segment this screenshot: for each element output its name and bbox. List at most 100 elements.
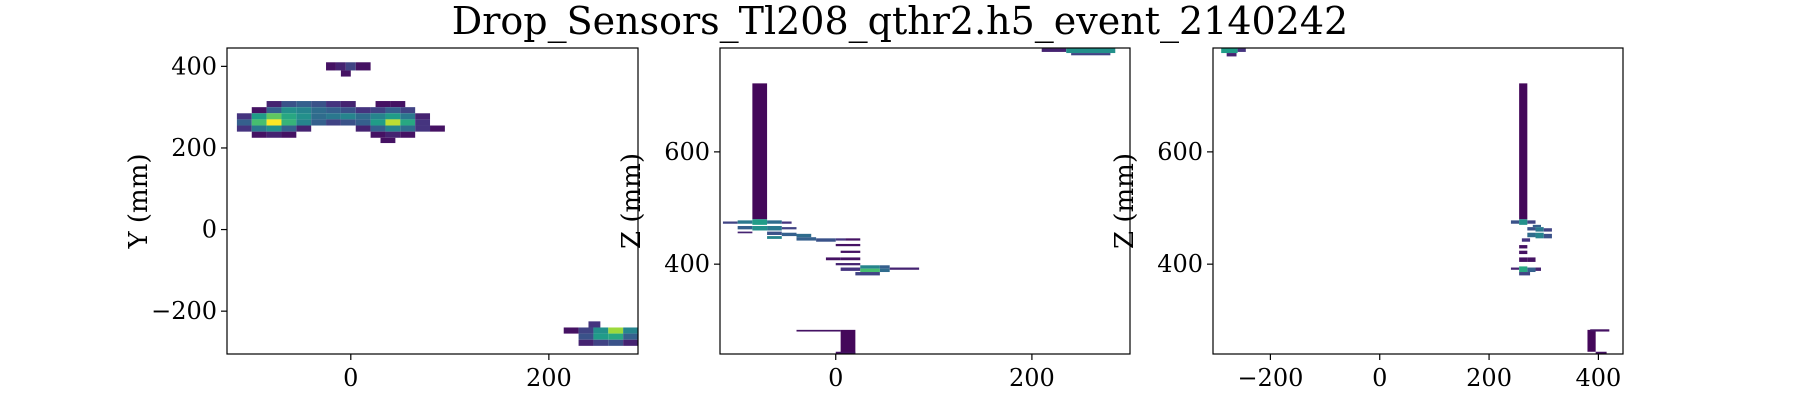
heatmap-cell	[385, 107, 401, 114]
heatmap-cell	[593, 333, 609, 340]
heatmap-cell	[281, 113, 297, 120]
heatmap-cell	[752, 219, 768, 225]
heatmap-cell	[400, 131, 416, 138]
heatmap-cell	[266, 119, 282, 126]
heatmap-cell	[251, 113, 267, 120]
subplot-3: −200 0 200 400 400 600 Z (mm)	[1110, 47, 1624, 392]
heatmap-cell	[281, 125, 297, 132]
heatmap-cell	[400, 113, 416, 120]
heatmap-cell	[578, 333, 594, 340]
heatmap-cell	[370, 119, 386, 126]
heatmap-cell	[879, 265, 890, 269]
heatmap-cell	[296, 125, 312, 132]
heatmap-cell	[825, 257, 841, 261]
heatmap-cell	[781, 221, 792, 224]
heatmap-cell	[236, 113, 252, 120]
heatmap-cell	[608, 339, 624, 346]
heatmap-cell	[296, 101, 312, 108]
heatmap-cell	[400, 125, 416, 132]
heatmap-cell	[737, 225, 753, 230]
heatmap-cell	[563, 327, 579, 334]
heatmap-cell	[1535, 227, 1544, 232]
heatmap-cell	[1041, 48, 1067, 52]
heatmap-cell	[1519, 250, 1528, 255]
heatmap-cell	[355, 113, 371, 120]
heatmap-cell	[340, 107, 356, 114]
heatmap-cell	[1527, 257, 1536, 262]
heatmap-cell	[796, 233, 812, 238]
heatmap-cell	[835, 351, 856, 354]
y-axis-label: Y (mm)	[124, 153, 154, 249]
plot-frame	[226, 47, 639, 355]
heatmap-cell	[266, 107, 282, 114]
heatmap-cell	[266, 131, 282, 138]
heatmap-cell	[370, 113, 386, 120]
heatmap-cell	[796, 237, 817, 241]
heatmap-cell	[430, 125, 445, 132]
heatmap-cell	[1543, 233, 1552, 239]
heatmap-cell	[340, 70, 351, 77]
heatmap-cell	[1590, 329, 1610, 332]
heatmap-cell	[345, 62, 356, 71]
x-tick-label: −200	[1237, 364, 1303, 392]
heatmap-cell	[251, 131, 267, 138]
heatmap-cell	[340, 101, 356, 108]
heatmap-cell	[1527, 267, 1536, 273]
heatmap-cell	[311, 101, 327, 108]
heatmap-cell	[1595, 351, 1607, 354]
heatmap-cell	[281, 131, 297, 138]
heatmap-cell	[281, 107, 297, 114]
heatmap-cell	[355, 62, 371, 71]
heatmap-cell	[385, 113, 401, 120]
heatmap-cell	[1519, 257, 1528, 262]
heatmap-cell	[840, 267, 861, 271]
heatmap-cell	[767, 231, 782, 235]
heatmap-cell	[578, 327, 594, 334]
heatmap-cell	[752, 83, 768, 220]
heatmap-cell	[326, 62, 336, 71]
heatmap-cell	[281, 101, 297, 108]
figure-title: Drop_Sensors_Tl208_qthr2.h5_event_214024…	[452, 0, 1348, 44]
heatmap-cell	[796, 329, 841, 332]
y-tick-label: 400	[664, 250, 710, 278]
heatmap-cell	[1237, 48, 1246, 52]
heatmap-cell	[326, 107, 341, 114]
heatmap-cell	[296, 113, 312, 120]
heatmap-cell	[1066, 48, 1116, 54]
heatmap-cell	[340, 119, 356, 126]
subplot-1: 0 200 −200 0 200 400 Y (mm)	[124, 47, 639, 392]
heatmap-cell	[835, 243, 861, 247]
y-tick-label: 0	[202, 216, 217, 244]
heatmap-cell	[296, 119, 312, 126]
heatmap-cell	[1527, 232, 1536, 238]
heatmap-cell	[1519, 245, 1528, 249]
heatmap-cell	[781, 227, 797, 230]
heatmap-cell	[816, 238, 836, 242]
heatmap-cell	[781, 232, 797, 237]
heatmap-cell	[400, 119, 416, 126]
heatmap-cell	[370, 107, 386, 114]
heatmap-cell	[355, 107, 371, 114]
subplot-2: 0 200 400 600 Z (mm)	[617, 47, 1131, 392]
heatmap-cell	[578, 339, 594, 346]
heatmap-cell	[385, 131, 401, 138]
heatmap-cell	[835, 238, 846, 241]
heatmap-cell	[1532, 224, 1541, 228]
heatmap-cell	[835, 263, 861, 266]
heatmap-cell	[415, 125, 431, 132]
heatmap-cell	[370, 131, 386, 138]
heatmap-cell	[1071, 53, 1111, 56]
y-tick-label: 600	[1157, 138, 1203, 166]
y-axis-label: Z (mm)	[617, 153, 647, 249]
heatmap-cell	[767, 220, 782, 224]
heatmap-cell	[889, 267, 920, 270]
heatmap-cell	[355, 125, 371, 132]
heatmap-cell	[1510, 267, 1520, 270]
heatmap-cell	[840, 250, 861, 253]
heatmap-cell	[855, 272, 880, 276]
heatmap-cell	[1519, 83, 1528, 220]
x-tick-label: 0	[343, 364, 358, 392]
y-tick-label: 400	[171, 52, 217, 80]
heatmap-cell	[623, 339, 638, 346]
heatmap-cell	[1587, 329, 1596, 352]
